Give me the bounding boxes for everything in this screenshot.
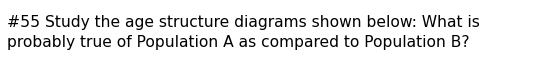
Text: #55 Study the age structure diagrams shown below: What is
probably true of Popul: #55 Study the age structure diagrams sho… (7, 15, 480, 50)
